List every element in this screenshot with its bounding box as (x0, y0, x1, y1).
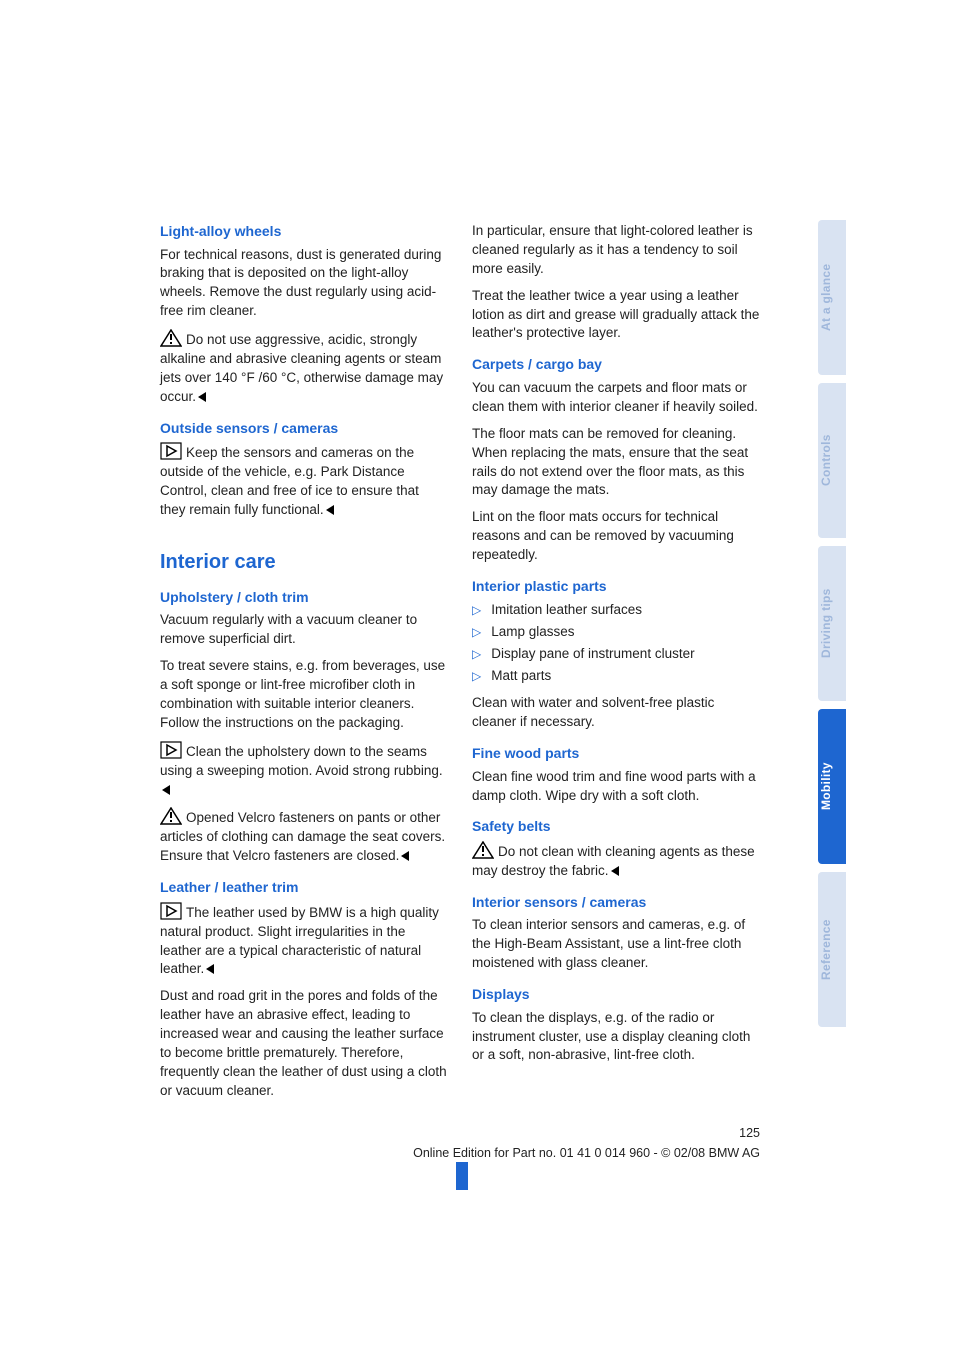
heading-fine-wood: Fine wood parts (472, 744, 760, 764)
warning-block: Do not clean with cleaning agents as the… (472, 841, 760, 881)
tip-text: Keep the sensors and cameras on the outs… (160, 445, 419, 517)
tip-text: The leather used by BMW is a high qualit… (160, 905, 439, 977)
tip-block: The leather used by BMW is a high qualit… (160, 902, 448, 980)
list-text: Matt parts (491, 667, 551, 686)
bullet-icon: ▷ (472, 623, 481, 642)
list-text: Display pane of instrument cluster (491, 645, 694, 664)
list-item: ▷ Lamp glasses (472, 623, 760, 642)
tip-icon (160, 741, 182, 759)
tip-icon (160, 902, 182, 920)
body-text: Lint on the floor mats occurs for techni… (472, 508, 760, 565)
tip-icon (160, 442, 182, 460)
body-text: To clean the displays, e.g. of the radio… (472, 1009, 760, 1066)
end-marker-icon (198, 392, 206, 402)
body-text: In particular, ensure that light-colored… (472, 222, 760, 279)
list-item: ▷ Imitation leather surfaces (472, 601, 760, 620)
page-number: 125 (160, 1125, 760, 1143)
body-text: For technical reasons, dust is generated… (160, 246, 448, 322)
heading-displays: Displays (472, 985, 760, 1005)
bullet-icon: ▷ (472, 645, 481, 664)
end-marker-icon (326, 505, 334, 515)
footer-copyright: Online Edition for Part no. 01 41 0 014 … (413, 1146, 760, 1160)
tab-mobility[interactable]: Mobility (818, 709, 846, 864)
body-text: Treat the leather twice a year using a l… (472, 287, 760, 344)
body-text: Vacuum regularly with a vacuum cleaner t… (160, 611, 448, 649)
warning-icon (160, 329, 182, 347)
body-text: Clean fine wood trim and fine wood parts… (472, 768, 760, 806)
heading-carpets: Carpets / cargo bay (472, 355, 760, 375)
warning-icon (160, 807, 182, 825)
end-marker-icon (611, 866, 619, 876)
page-body: Light-alloy wheels For technical reasons… (160, 222, 760, 1109)
list-text: Imitation leather surfaces (491, 601, 642, 620)
bullet-icon: ▷ (472, 601, 481, 620)
body-text: The floor mats can be removed for cleani… (472, 425, 760, 501)
heading-interior-plastic: Interior plastic parts (472, 577, 760, 597)
heading-interior-sensors: Interior sensors / cameras (472, 893, 760, 913)
list-item: ▷ Matt parts (472, 667, 760, 686)
footer-accent-bar (456, 1162, 468, 1190)
tab-at-a-glance[interactable]: At a glance (818, 220, 846, 375)
end-marker-icon (401, 851, 409, 861)
body-text: Clean with water and solvent-free plasti… (472, 694, 760, 732)
heading-interior-care: Interior care (160, 548, 448, 576)
body-text: You can vacuum the carpets and floor mat… (472, 379, 760, 417)
body-text: To treat severe stains, e.g. from bevera… (160, 657, 448, 733)
end-marker-icon (206, 964, 214, 974)
tab-driving-tips[interactable]: Driving tips (818, 546, 846, 701)
heading-outside-sensors: Outside sensors / cameras (160, 419, 448, 439)
heading-upholstery: Upholstery / cloth trim (160, 588, 448, 608)
body-text: To clean interior sensors and cameras, e… (472, 916, 760, 973)
end-marker-icon (162, 785, 170, 795)
warning-icon (472, 841, 494, 859)
heading-leather: Leather / leather trim (160, 878, 448, 898)
list-item: ▷ Display pane of instrument cluster (472, 645, 760, 664)
side-tabs: At a glance Controls Driving tips Mobili… (818, 220, 846, 1035)
heading-light-alloy-wheels: Light-alloy wheels (160, 222, 448, 242)
warning-block: Do not use aggressive, acidic, strongly … (160, 329, 448, 407)
list-text: Lamp glasses (491, 623, 574, 642)
heading-safety-belts: Safety belts (472, 817, 760, 837)
body-text: Dust and road grit in the pores and fold… (160, 987, 448, 1100)
right-column: In particular, ensure that light-colored… (472, 222, 760, 1109)
tip-block: Keep the sensors and cameras on the outs… (160, 442, 448, 520)
bullet-icon: ▷ (472, 667, 481, 686)
tab-controls[interactable]: Controls (818, 383, 846, 538)
left-column: Light-alloy wheels For technical reasons… (160, 222, 448, 1109)
tip-text: Clean the upholstery down to the seams u… (160, 744, 443, 778)
warning-block: Opened Velcro fasteners on pants or othe… (160, 807, 448, 866)
tab-reference[interactable]: Reference (818, 872, 846, 1027)
tip-block: Clean the upholstery down to the seams u… (160, 741, 448, 800)
page-footer: 125 Online Edition for Part no. 01 41 0 … (160, 1125, 760, 1162)
